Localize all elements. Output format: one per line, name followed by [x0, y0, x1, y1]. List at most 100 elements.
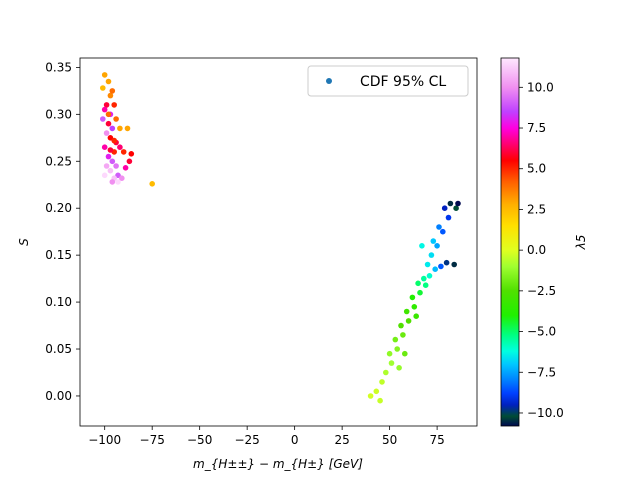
data-point: [126, 158, 133, 165]
data-point: [128, 151, 135, 157]
data-point: [445, 214, 452, 221]
data-point: [415, 280, 421, 287]
data-point: [422, 282, 429, 289]
data-point: [392, 336, 399, 343]
data-point: [441, 205, 448, 211]
data-point: [455, 200, 461, 207]
data-point: [101, 172, 108, 179]
colorbar-tick-label: 0.0: [527, 243, 546, 257]
data-point: [405, 318, 412, 324]
data-point: [113, 163, 119, 169]
y-tick-label: 0.30: [45, 107, 72, 121]
y-tick-label: 0.10: [45, 295, 72, 309]
data-point: [109, 158, 116, 165]
data-point: [424, 261, 431, 268]
data-point: [379, 379, 385, 385]
data-point: [103, 102, 110, 108]
data-point: [403, 308, 410, 315]
y-tick-label: 0.35: [45, 60, 72, 74]
data-point: [430, 238, 437, 244]
y-tick-label: 0.05: [45, 342, 72, 356]
x-tick-label: 0: [291, 433, 299, 447]
data-point: [107, 147, 114, 153]
y-tick-label: 0.00: [45, 389, 72, 403]
data-point: [111, 137, 117, 144]
data-point: [453, 205, 459, 211]
x-tick-label: −75: [140, 433, 165, 447]
legend-label: CDF 95% CL: [360, 74, 446, 90]
data-point: [100, 116, 106, 122]
colorbar: −10.0 −7.5 −5.0 −2.5 0.0 2.5 5.0 7.5 10.0 λ5: [500, 57, 588, 427]
data-point: [426, 273, 433, 279]
data-point: [409, 294, 416, 301]
colorbar-tick-label: 5.0: [527, 162, 546, 176]
data-point: [436, 224, 442, 230]
data-point: [103, 130, 110, 136]
data-point: [111, 102, 117, 108]
legend-box: [307, 65, 469, 97]
data-point: [109, 125, 116, 132]
data-point: [367, 393, 374, 399]
data-point: [120, 149, 127, 155]
x-axis: −100 −75 −50 −25 0 25 50 75: [88, 426, 445, 447]
legend-marker: [326, 78, 332, 84]
data-point: [373, 388, 380, 395]
data-point: [115, 172, 121, 179]
x-tick-label: −25: [234, 433, 259, 447]
data-point: [398, 322, 404, 329]
data-point: [117, 144, 123, 150]
y-tick-label: 0.20: [45, 201, 72, 215]
data-point: [396, 365, 402, 371]
data-point: [119, 175, 125, 181]
x-tick-label: 25: [334, 433, 349, 447]
data-point: [107, 167, 114, 174]
plot-frame: [79, 57, 478, 427]
y-axis-label: S: [17, 238, 31, 246]
data-point: [434, 243, 440, 249]
data-point: [402, 350, 408, 357]
data-point: [419, 243, 425, 249]
data-point: [109, 179, 116, 185]
data-point: [451, 261, 458, 268]
data-point: [109, 88, 116, 94]
data-point: [105, 78, 112, 85]
data-point: [105, 120, 112, 127]
data-point: [440, 228, 446, 235]
colorbar-tick-label: −2.5: [527, 284, 556, 298]
data-point: [443, 259, 450, 266]
data-point: [122, 165, 129, 171]
colorbar-tick-label: 2.5: [527, 202, 546, 216]
data-point: [413, 313, 420, 320]
data-point: [428, 252, 435, 258]
x-axis-label: m_{H±±} − m_{H±} [GeV]: [193, 457, 363, 471]
data-point: [124, 125, 131, 132]
colorbar-tick-label: −10.0: [527, 406, 564, 420]
colorbar-tick-label: 10.0: [527, 80, 554, 94]
data-point: [117, 125, 123, 132]
x-tick-label: 50: [382, 433, 397, 447]
data-point: [411, 304, 418, 310]
y-tick-label: 0.25: [45, 154, 72, 168]
colorbar-label: λ5: [574, 235, 588, 251]
x-tick-label: −50: [187, 433, 212, 447]
data-point: [447, 200, 454, 207]
colorbar-tick-label: −5.0: [527, 325, 556, 339]
data-point: [105, 153, 112, 160]
data-point: [101, 106, 108, 113]
data-point: [113, 116, 119, 122]
colorbar-gradient: [500, 57, 520, 427]
data-point: [115, 179, 121, 185]
data-point: [421, 275, 427, 282]
data-point: [383, 369, 389, 376]
colorbar-tick-label: −7.5: [527, 365, 556, 379]
x-tick-label: 75: [429, 433, 444, 447]
data-point: [388, 360, 395, 366]
data-point: [400, 332, 406, 338]
y-tick-label: 0.15: [45, 248, 72, 262]
data-point: [438, 263, 444, 270]
data-point: [105, 111, 112, 118]
data-point: [394, 346, 401, 352]
data-point: [386, 350, 393, 357]
colorbar-tick-label: 7.5: [527, 121, 546, 135]
